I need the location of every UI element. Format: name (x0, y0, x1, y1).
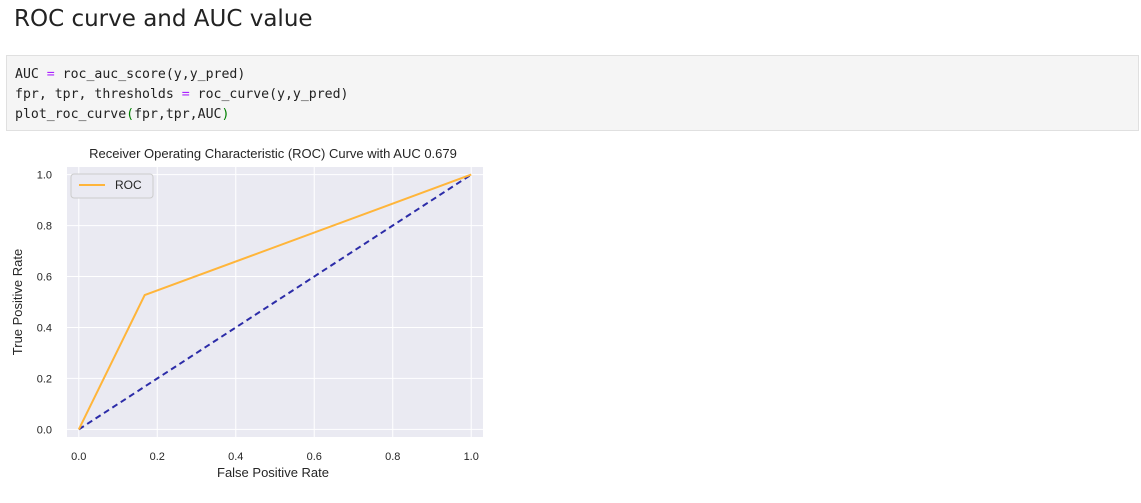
x-tick-label: 0.8 (385, 451, 400, 463)
y-tick-label: 0.8 (37, 221, 52, 233)
x-axis-label: False Positive Rate (217, 465, 329, 480)
code-token: AUC (15, 67, 47, 82)
code-token: ) (221, 107, 230, 122)
code-token: fpr,tpr,AUC (134, 107, 222, 122)
y-tick-label: 0.2 (37, 373, 52, 385)
roc-chart: Receiver Operating Characteristic (ROC) … (10, 146, 483, 480)
x-tick-label: 1.0 (464, 451, 479, 463)
legend: ROC (70, 173, 154, 199)
y-tick-label: 0.0 (37, 424, 52, 436)
series-lines (77, 173, 472, 431)
code-line: plot_roc_curve(fpr,tpr,AUC) (15, 105, 1138, 125)
section-heading: ROC curve and AUC value (14, 6, 313, 32)
y-tick-label: 0.6 (37, 272, 52, 284)
code-token: plot_roc_curve (15, 107, 127, 122)
code-token: roc_auc_score(y,y_pred) (54, 67, 246, 82)
cell-output: Receiver Operating Characteristic (ROC) … (0, 138, 500, 499)
code-line: AUC = roc_auc_score(y,y_pred) (15, 65, 1138, 85)
x-tick-label: 0.2 (150, 451, 165, 463)
code-token: fpr, tpr, thresholds (15, 87, 182, 102)
code-cell[interactable]: AUC = roc_auc_score(y,y_pred) fpr, tpr, … (6, 55, 1139, 131)
x-tick-label: 0.6 (307, 451, 322, 463)
grid-lines (67, 167, 483, 437)
legend-box (70, 173, 154, 199)
legend-label-roc: ROC (115, 178, 142, 192)
x-tick-label: 0.0 (71, 451, 86, 463)
tick-labels: 0.0 0.2 0.4 0.6 0.8 1.0 0.0 0.2 0.4 0.6 0.8 1.0 (37, 170, 479, 463)
y-tick-label: 0.4 (37, 322, 52, 334)
code-token: roc_curve(y,y_pred) (189, 87, 349, 102)
x-tick-label: 0.4 (228, 451, 243, 463)
code-token: ( (126, 107, 135, 122)
code-token: = (181, 87, 190, 102)
chart-title: Receiver Operating Characteristic (ROC) … (89, 146, 457, 161)
code-token: = (46, 67, 55, 82)
chance-diagonal-line (78, 173, 472, 431)
y-tick-label: 1.0 (37, 170, 52, 182)
code-line: fpr, tpr, thresholds = roc_curve(y,y_pre… (15, 85, 1138, 105)
y-axis-label: True Positive Rate (10, 249, 25, 355)
roc-curve-line (77, 173, 472, 430)
